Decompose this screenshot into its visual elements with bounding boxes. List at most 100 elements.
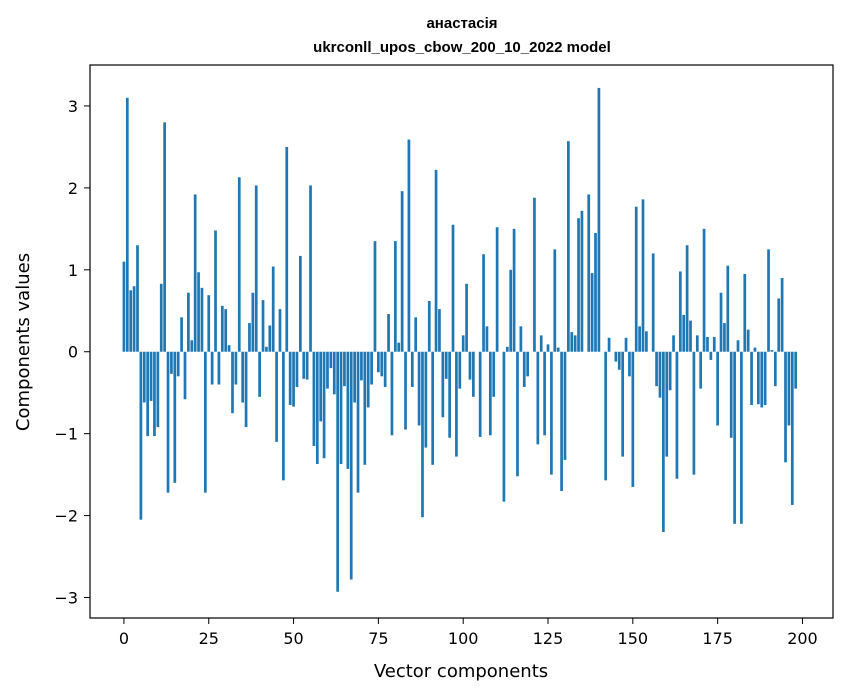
bar (275, 351, 278, 442)
bar (448, 351, 451, 438)
bar (685, 245, 689, 352)
bar (346, 351, 350, 469)
bar (634, 206, 638, 352)
bar (695, 335, 699, 352)
bar (621, 351, 625, 457)
y-tick-label: −2 (54, 507, 78, 526)
bar (360, 351, 363, 381)
bar (366, 351, 370, 408)
bar (746, 329, 750, 352)
bar (295, 351, 299, 387)
bar (767, 249, 770, 352)
x-tick-label: 125 (533, 629, 564, 648)
bar (505, 346, 509, 352)
bar (729, 351, 733, 438)
bar (631, 351, 635, 487)
bar (298, 255, 302, 352)
bar (244, 351, 248, 428)
bar (678, 271, 682, 352)
bar (322, 351, 326, 459)
bar (675, 351, 679, 479)
bar (777, 298, 781, 352)
bar (702, 228, 706, 352)
bar (763, 351, 767, 405)
bar (173, 351, 177, 483)
bar (217, 351, 221, 385)
bar (224, 309, 228, 352)
bar (156, 351, 160, 428)
bar (482, 254, 485, 352)
bar (241, 351, 245, 403)
chart-title-line1: анастасія (426, 15, 497, 32)
bar (122, 261, 126, 352)
bar (427, 300, 431, 352)
bar (424, 351, 428, 448)
bar (292, 351, 295, 407)
x-tick-label: 75 (368, 629, 388, 648)
y-tick-label: 1 (68, 261, 78, 280)
bar (227, 345, 231, 352)
bar (254, 185, 258, 352)
bar (740, 351, 743, 524)
bar (662, 351, 665, 532)
bar (302, 351, 306, 379)
bar (356, 351, 360, 493)
y-tick-label: 0 (68, 343, 78, 362)
bar (709, 351, 713, 360)
bar (692, 351, 696, 475)
bar (332, 351, 336, 395)
bar (723, 323, 726, 352)
bar (183, 351, 187, 400)
y-tick-label: −1 (54, 425, 78, 444)
x-tick-label: 0 (119, 629, 129, 648)
bar (712, 336, 716, 352)
bar (577, 218, 580, 352)
bar (495, 227, 499, 352)
bar (736, 340, 740, 352)
bar (492, 351, 496, 397)
bar (132, 286, 136, 352)
bar (556, 347, 560, 352)
bar (590, 273, 594, 352)
bar (668, 351, 672, 391)
bar (285, 146, 289, 352)
bar (326, 351, 329, 389)
bar (214, 230, 217, 352)
bar (689, 320, 692, 352)
bar (146, 351, 150, 437)
x-axis-label: Vector components (374, 661, 548, 682)
y-tick-label: −3 (54, 589, 78, 608)
bar (594, 232, 597, 352)
bar (149, 351, 153, 401)
bar (261, 300, 265, 352)
bar (750, 351, 753, 405)
bar (393, 241, 397, 352)
bar (638, 326, 641, 352)
bar (288, 351, 292, 405)
bar (770, 350, 774, 352)
bar (444, 351, 448, 379)
bar (787, 351, 791, 426)
bar (519, 326, 523, 352)
x-axis-ticks: 0 25 50 75 100 125 150 175 200 (119, 618, 818, 648)
bar (312, 351, 316, 446)
bar (339, 351, 343, 464)
bar (628, 351, 631, 377)
bar (136, 245, 139, 352)
bar (526, 351, 530, 377)
bar (397, 342, 401, 352)
bar (193, 194, 197, 352)
bar (567, 141, 570, 352)
bar (570, 332, 574, 352)
bar (790, 351, 794, 505)
bar (706, 336, 709, 352)
y-tick-label: 2 (68, 179, 78, 198)
bar (472, 351, 475, 397)
bar (319, 351, 323, 422)
bar (733, 351, 736, 524)
x-tick-label: 25 (199, 629, 219, 648)
bar (536, 351, 540, 445)
bar (434, 169, 438, 352)
bar (522, 351, 526, 387)
